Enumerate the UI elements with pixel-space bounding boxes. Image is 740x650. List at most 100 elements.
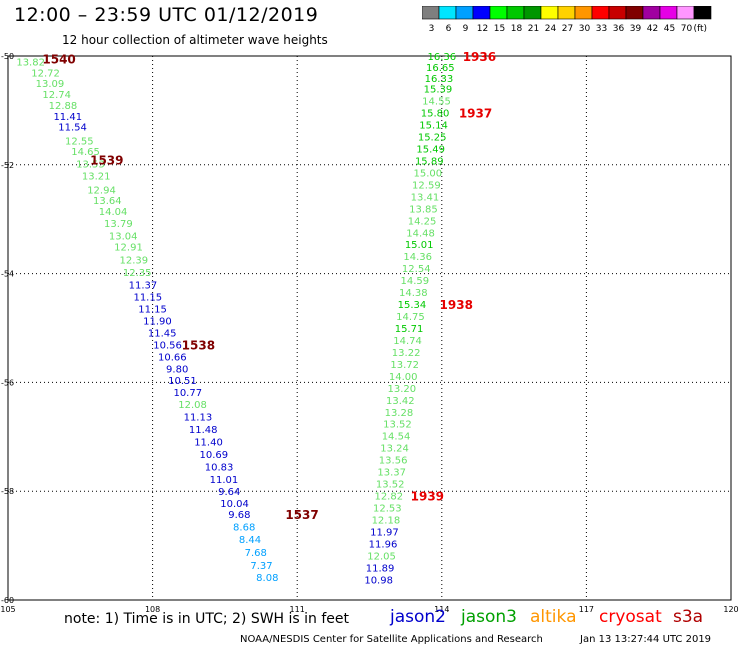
colorbar-label: 12 — [477, 24, 488, 34]
wave-height-label: 14.54 — [382, 432, 411, 443]
wave-height-label: 11.40 — [194, 438, 223, 449]
wave-height-label: 9.64 — [218, 487, 240, 498]
wave-height-label: 15.89 — [415, 156, 444, 167]
colorbar-label: 36 — [613, 24, 625, 34]
wave-height-label: 14.38 — [399, 288, 428, 299]
colorbar-label: 42 — [647, 24, 658, 34]
y-tick-label: -56 — [1, 378, 14, 387]
wave-height-label: 13.64 — [93, 196, 122, 207]
wave-height-label: 11.15 — [138, 304, 167, 315]
plot-frame — [7, 55, 732, 601]
legend-cryosat: cryosat — [599, 607, 662, 627]
wave-height-label: 12.59 — [412, 180, 441, 191]
wave-height-label: 13.20 — [387, 384, 416, 395]
wave-height-label: 13.53 — [76, 160, 105, 171]
colorbar-label: 39 — [630, 24, 642, 34]
wave-height-label: 10.66 — [158, 352, 187, 363]
wave-height-label: 16.36 — [427, 52, 456, 63]
wave-height-label: 15.14 — [419, 121, 448, 132]
pass-time-label: 1937 — [459, 107, 492, 121]
wave-height-label: 10.77 — [173, 388, 202, 399]
x-tick-label: 117 — [579, 605, 594, 614]
pass-time-label: 1936 — [463, 50, 496, 64]
pass-time-label: 1939 — [411, 490, 444, 504]
wave-height-label: 9.68 — [228, 510, 250, 521]
y-tick-label: -58 — [1, 487, 14, 496]
wave-height-label: 10.98 — [364, 575, 393, 586]
wave-height-label: 11.41 — [53, 112, 82, 123]
colorbar-unit: (ft) — [693, 24, 707, 34]
wave-height-label: 14.59 — [400, 276, 429, 287]
wave-height-label: 14.74 — [393, 336, 422, 347]
wave-height-label: 14.04 — [99, 207, 128, 218]
colorbar-label: 3 — [429, 24, 435, 34]
y-tick-label: -52 — [1, 161, 14, 170]
legend-altika: altika — [530, 607, 577, 627]
wave-height-label: 15.71 — [395, 324, 424, 335]
wave-height-label: 12.94 — [87, 185, 116, 196]
wave-height-label: 14.75 — [396, 312, 425, 323]
wave-height-label: 12.72 — [31, 68, 60, 79]
colorbar-label: 18 — [511, 24, 523, 34]
wave-height-label: 11.48 — [189, 425, 218, 436]
footnote: note: 1) Time is in UTC; 2) SWH is in fe… — [64, 611, 350, 627]
wave-height-label: 12.55 — [65, 136, 94, 147]
wave-height-label: 13.56 — [379, 456, 408, 467]
wave-height-label: 9.80 — [166, 364, 188, 375]
legend-jason2: jason2 — [390, 607, 446, 627]
wave-height-label: 12.91 — [114, 242, 143, 253]
wave-height-label: 11.37 — [129, 280, 158, 291]
x-tick-label: 105 — [0, 605, 15, 614]
chart-subtitle: 12 hour collection of altimeter wave hei… — [62, 33, 328, 47]
colorbar-label: 30 — [579, 24, 591, 34]
x-tick-label: 108 — [145, 605, 160, 614]
wave-height-label: 12.88 — [49, 101, 78, 112]
colorbar-label: 70 — [681, 24, 693, 34]
wave-height-label: 12.05 — [367, 551, 396, 562]
wave-height-label: 13.37 — [377, 468, 406, 479]
y-tick-label: -54 — [1, 270, 14, 279]
wave-height-label: 13.09 — [36, 79, 65, 90]
wave-height-label: 14.55 — [422, 97, 451, 108]
wave-height-label: 10.51 — [168, 376, 197, 387]
wave-height-label: 12.18 — [372, 515, 401, 526]
wave-height-label: 13.52 — [383, 420, 412, 431]
wave-height-label: 8.68 — [233, 523, 255, 534]
wave-height-label: 13.82 — [16, 57, 45, 68]
wave-height-label: 14.36 — [403, 252, 432, 263]
wave-height-label: 13.04 — [109, 232, 138, 243]
wave-height-label: 12.74 — [42, 90, 71, 101]
pass-time-label: 1540 — [42, 53, 75, 67]
wave-height-label: 14.00 — [389, 372, 418, 383]
colorbar-swatch — [693, 6, 712, 20]
wave-height-label: 7.68 — [245, 548, 267, 559]
wave-height-label: 7.37 — [250, 561, 272, 572]
wave-height-label: 8.08 — [256, 573, 278, 584]
x-tick-label: 111 — [290, 605, 305, 614]
wave-height-label: 14.65 — [71, 147, 100, 158]
wave-height-label: 16.33 — [425, 74, 454, 85]
wave-height-label: 14.25 — [408, 216, 437, 227]
wave-height-label: 15.39 — [424, 85, 453, 96]
wave-height-label: 10.83 — [205, 463, 234, 474]
pass-time-label: 1539 — [90, 153, 123, 167]
colorbar-label: 27 — [562, 24, 573, 34]
wave-height-label: 13.42 — [386, 396, 415, 407]
wave-height-label: 10.04 — [220, 499, 249, 510]
legend-s3a: s3a — [673, 607, 704, 627]
wave-height-label: 13.41 — [411, 192, 440, 203]
pass-time-label: 1538 — [182, 338, 215, 352]
wave-height-label: 11.89 — [366, 563, 395, 574]
wave-height-label: 13.85 — [409, 204, 438, 215]
wave-height-label: 11.45 — [148, 328, 177, 339]
wave-height-label: 13.52 — [376, 480, 405, 491]
wave-height-label: 11.90 — [143, 316, 172, 327]
wave-height-label: 15.25 — [418, 133, 447, 144]
x-tick-label: 120 — [723, 605, 738, 614]
colorbar: 3 6 9 12 15 18 21 24 27 30 33 36 39 42 45 70 (ft) — [422, 6, 712, 34]
chart-title: 12:00 – 23:59 UTC 01/12/2019 — [14, 4, 319, 26]
y-tick-label: -50 — [1, 52, 14, 61]
colorbar-label: 33 — [596, 24, 607, 34]
wave-height-label: 15.01 — [405, 240, 434, 251]
